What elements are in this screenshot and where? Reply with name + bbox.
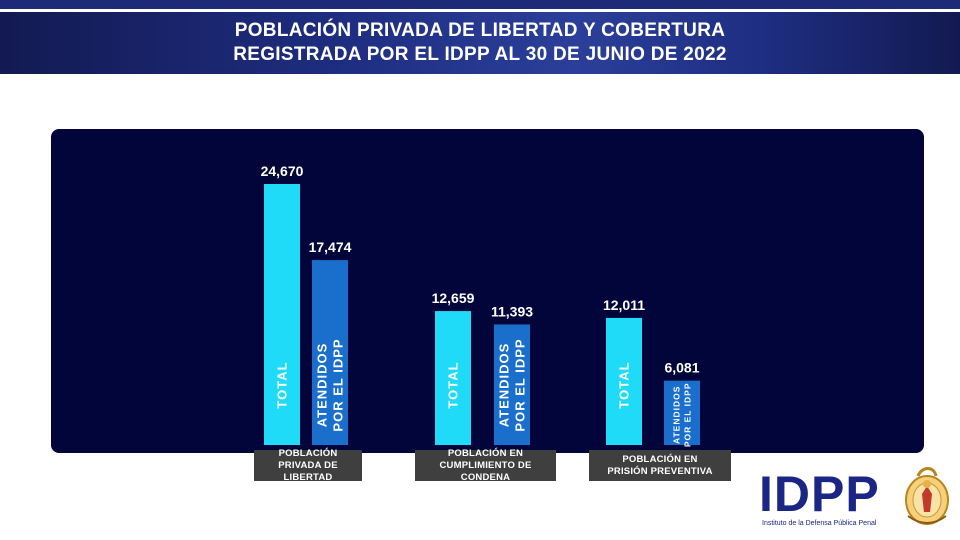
series-label-total-1: TOTAL bbox=[446, 361, 461, 408]
header-band: POBLACIÓN PRIVADA DE LIBERTAD Y COBERTUR… bbox=[0, 12, 960, 74]
series-label-total-2: TOTAL bbox=[617, 361, 632, 408]
top-stripe bbox=[0, 0, 960, 9]
category-label-line: CUMPLIMIENTO DE CONDENA bbox=[439, 459, 532, 483]
category-label-line: LIBERTAD bbox=[283, 471, 333, 483]
category-label-2: POBLACIÓN EN PRISIÓN PREVENTIVA bbox=[589, 450, 731, 481]
bar-total-2 bbox=[606, 317, 642, 445]
title-line-2: REGISTRADA POR EL IDPP AL 30 DE JUNIO DE… bbox=[233, 44, 727, 65]
series-label-line: TOTAL bbox=[275, 361, 290, 408]
series-label-line: TOTAL bbox=[617, 361, 632, 408]
category-label-0: POBLACIÓN PRIVADA DE LIBERTAD bbox=[254, 447, 362, 483]
logo-subtitle: Instituto de la Defensa Pública Penal bbox=[762, 520, 877, 527]
bar-atendidos-2 bbox=[664, 380, 700, 445]
logo-wordmark: IDPP bbox=[759, 466, 880, 522]
series-label-line: POR EL IDPP bbox=[682, 382, 692, 447]
series-label-atendidos-2: ATENDIDOS POR EL IDPP bbox=[671, 382, 692, 447]
data-label-atendidos-1: 11,393 bbox=[491, 303, 533, 319]
bar-atendidos-1 bbox=[494, 324, 530, 445]
bar-atendidos-0 bbox=[312, 260, 348, 445]
series-label-line: POR EL IDPP bbox=[513, 338, 528, 431]
bar-total-0 bbox=[264, 184, 300, 445]
series-label-total-0: TOTAL bbox=[275, 361, 290, 408]
chart-panel bbox=[51, 129, 924, 453]
series-label-line: ATENDIDOS bbox=[497, 343, 512, 428]
data-label-total-1: 12,659 bbox=[432, 290, 475, 306]
bar-total-1 bbox=[435, 311, 471, 445]
category-label-1: POBLACIÓN EN CUMPLIMIENTO DE CONDENA bbox=[415, 447, 556, 483]
data-label-total-0: 24,670 bbox=[261, 163, 304, 179]
series-label-line: TOTAL bbox=[446, 361, 461, 408]
series-label-atendidos-1: ATENDIDOS POR EL IDPP bbox=[497, 338, 528, 431]
category-label-line: POBLACIÓN EN bbox=[622, 453, 698, 465]
category-label-line: POBLACIÓN EN bbox=[447, 447, 524, 459]
series-label-line: ATENDIDOS bbox=[671, 386, 681, 444]
institution-seal-icon bbox=[905, 467, 949, 525]
category-label-line: POBLACIÓN PRIVADA DE bbox=[278, 447, 338, 471]
data-label-atendidos-2: 6,081 bbox=[664, 360, 699, 376]
category-label-line: PRISIÓN PREVENTIVA bbox=[607, 465, 713, 477]
series-label-line: ATENDIDOS bbox=[315, 343, 330, 428]
title-line-1: POBLACIÓN PRIVADA DE LIBERTAD Y COBERTUR… bbox=[234, 20, 726, 41]
series-label-line: POR EL IDPP bbox=[331, 338, 346, 431]
data-label-total-2: 12,011 bbox=[603, 297, 645, 313]
idpp-logo: IDPP Instituto de la Defensa Pública Pen… bbox=[752, 464, 952, 536]
data-label-atendidos-0: 17,474 bbox=[309, 239, 352, 255]
series-label-atendidos-0: ATENDIDOS POR EL IDPP bbox=[315, 338, 346, 431]
